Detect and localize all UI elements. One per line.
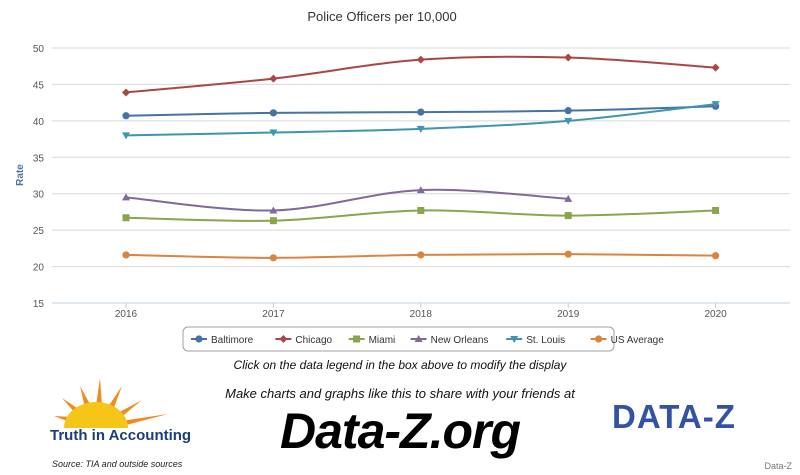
legend-marker <box>279 335 288 343</box>
x-tick-label: 2020 <box>704 309 727 320</box>
legend-marker <box>510 336 519 343</box>
data-point-chicago <box>416 55 425 64</box>
y-tick-label: 35 <box>33 153 45 164</box>
data-point-chicago <box>711 63 720 72</box>
data-point-baltimore <box>269 109 277 117</box>
y-tick-label: 20 <box>33 263 45 274</box>
series-st-louis <box>122 101 720 140</box>
series-new-orleans <box>122 186 573 214</box>
data-point-baltimore <box>122 112 130 120</box>
series-chicago <box>122 53 720 97</box>
x-tick-label: 2019 <box>557 309 580 320</box>
legend-marker <box>353 335 361 343</box>
legend-label: St. Louis <box>526 335 565 346</box>
series-miami <box>122 206 720 225</box>
data-point-us-average <box>564 250 572 258</box>
y-tick-label: 50 <box>33 44 45 55</box>
x-axis: 2016 2017 2018 2019 2020 <box>52 302 790 320</box>
data-point-us-average <box>417 251 425 259</box>
legend-instruction: Click on the data legend in the box abov… <box>233 358 567 372</box>
y-tick-label: 15 <box>33 299 45 310</box>
data-point-chicago <box>122 88 130 97</box>
data-point-st-louis <box>416 125 425 133</box>
data-point-miami <box>122 214 130 222</box>
y-tick-label: 45 <box>33 80 45 91</box>
data-point-new-orleans <box>564 194 573 202</box>
x-tick-label: 2016 <box>115 309 138 320</box>
legend-item-chicago[interactable]: Chicago <box>275 335 333 346</box>
data-point-baltimore <box>417 108 425 116</box>
x-tick-label: 2018 <box>410 309 433 320</box>
legend-marker <box>414 335 423 342</box>
x-tick-label: 2017 <box>262 309 285 320</box>
data-point-us-average <box>122 251 130 259</box>
site-name[interactable]: Data-Z.org <box>280 403 521 459</box>
line-chart: Police Officers per 10,000 15 20 25 30 35 40 4… <box>15 9 790 352</box>
data-point-new-orleans <box>122 193 130 201</box>
legend-item-st-louis[interactable]: St. Louis <box>506 335 565 346</box>
data-point-st-louis <box>269 129 278 137</box>
data-point-new-orleans <box>269 206 278 214</box>
legend-item-new-orleans[interactable]: New Orleans <box>410 335 489 346</box>
series-baltimore <box>122 102 720 120</box>
make-charts-text: Make charts and graphs like this to shar… <box>225 386 575 401</box>
data-point-chicago <box>269 74 278 83</box>
data-point-miami <box>417 206 425 214</box>
legend-box <box>182 326 615 352</box>
series-us-average <box>122 250 720 262</box>
y-tick-label: 40 <box>33 117 45 128</box>
legend-marker <box>595 335 603 343</box>
data-point-miami <box>712 206 720 214</box>
legend-item-miami[interactable]: Miami <box>348 335 396 346</box>
source-note: Source: TIA and outside sources <box>52 459 183 469</box>
tia-logo-text: Truth in Accounting <box>50 427 192 444</box>
data-point-st-louis <box>564 117 573 125</box>
y-tick-label: 30 <box>33 190 45 201</box>
y-axis-label: Rate <box>15 164 26 186</box>
gridlines <box>52 47 790 304</box>
data-point-st-louis <box>122 132 130 140</box>
data-point-miami <box>269 217 277 225</box>
chart-title: Police Officers per 10,000 <box>307 9 456 24</box>
data-point-new-orleans <box>416 186 425 194</box>
legend-item-baltimore[interactable]: Baltimore <box>191 335 254 346</box>
y-axis: 15 20 25 30 35 40 45 50 <box>33 44 45 310</box>
legend-label: Baltimore <box>211 335 254 346</box>
tia-sun-logo-icon <box>54 378 168 428</box>
dataz-logo: DATA-Z <box>612 398 736 435</box>
data-point-st-louis <box>711 101 720 109</box>
data-point-baltimore <box>564 107 572 115</box>
y-tick-label: 25 <box>33 226 45 237</box>
legend-label: US Average <box>611 335 665 346</box>
series-line-new-orleans <box>125 188 569 212</box>
legend-label: Chicago <box>295 335 332 346</box>
legend-label: Miami <box>369 335 396 346</box>
data-point-us-average <box>712 252 720 260</box>
legend-marker <box>195 335 203 343</box>
data-point-chicago <box>564 53 573 62</box>
legend[interactable]: Baltimore Chicago Miami New Orleans St. Loui… <box>182 326 665 352</box>
data-point-miami <box>564 212 572 220</box>
legend-item-us-average[interactable]: US Average <box>590 335 665 346</box>
series-group <box>122 53 720 262</box>
legend-label: New Orleans <box>431 335 489 346</box>
data-point-us-average <box>269 254 277 262</box>
credit-text: Data-Z <box>764 461 792 471</box>
